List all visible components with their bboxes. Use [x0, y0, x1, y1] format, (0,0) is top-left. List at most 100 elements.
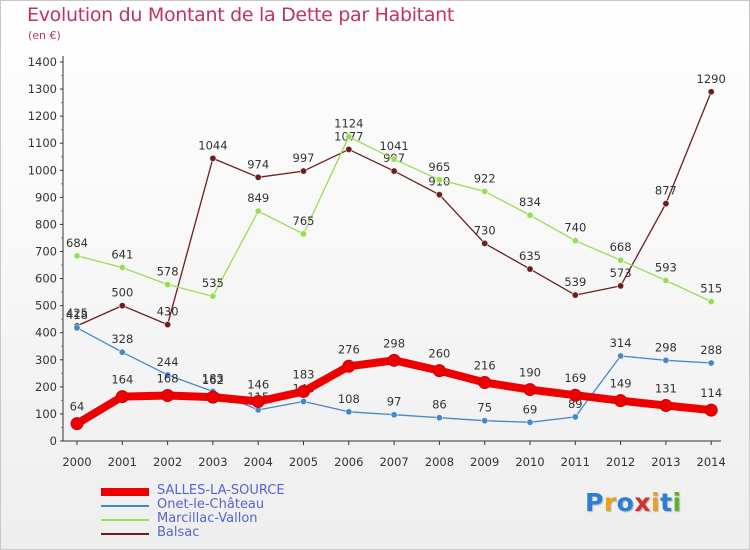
data-point	[345, 145, 353, 154]
series-line-balsac	[76, 91, 712, 327]
x-tick-label: 2002	[153, 455, 182, 469]
data-label: 298	[383, 336, 405, 350]
x-tick-label: 2001	[108, 455, 137, 469]
data-point	[390, 155, 398, 163]
data-point	[662, 356, 670, 364]
data-point	[481, 187, 489, 196]
legend-label-onet: Onet-le-Château	[157, 497, 265, 512]
logo-letter: i	[672, 488, 682, 517]
legend-label-salles: SALLES-LA-SOURCE	[157, 483, 285, 498]
data-label: 183	[202, 371, 224, 385]
data-label: 430	[157, 305, 179, 319]
data-point	[571, 291, 579, 299]
data-point	[616, 282, 625, 290]
y-tick-label: 1000	[28, 163, 57, 177]
data-label: 578	[157, 265, 179, 279]
data-point	[73, 252, 81, 260]
x-tick-label: 2000	[62, 455, 91, 469]
data-label: 539	[564, 275, 586, 289]
data-point	[164, 371, 172, 379]
data-label: 162	[202, 373, 224, 387]
x-tick-label: 2004	[244, 455, 273, 469]
x-tick-label: 2003	[198, 455, 227, 469]
data-label: 183	[293, 367, 315, 381]
data-point	[251, 394, 265, 408]
data-label: 131	[655, 382, 677, 396]
data-point	[659, 399, 673, 413]
data-label: 328	[111, 332, 133, 346]
legend-swatch-salles	[101, 488, 149, 496]
logo-letter: t	[660, 488, 673, 517]
legend-label-balsac: Balsac	[157, 525, 200, 540]
x-tick-label: 2008	[425, 455, 454, 469]
data-label: 260	[428, 347, 450, 361]
x-tick-label: 2011	[561, 455, 590, 469]
data-label: 641	[111, 247, 133, 261]
data-point	[387, 353, 401, 367]
data-point	[704, 403, 718, 417]
data-label: 1124	[334, 117, 363, 131]
data-label: 1044	[198, 138, 227, 152]
x-tick-label: 2006	[334, 455, 363, 469]
data-point	[435, 176, 443, 184]
legend-swatch-balsac	[101, 533, 149, 535]
data-point	[478, 376, 492, 390]
data-point	[616, 352, 625, 360]
data-label: 515	[700, 282, 722, 296]
data-point	[254, 173, 262, 181]
data-point	[342, 359, 356, 373]
proxiti-logo: Proxiti	[585, 488, 682, 517]
data-label: 849	[247, 191, 269, 205]
data-point	[614, 394, 628, 408]
data-label: 288	[700, 343, 722, 357]
y-tick-label: 0	[50, 434, 57, 448]
data-label: 635	[519, 249, 541, 263]
y-tick-label: 300	[35, 353, 57, 367]
x-tick-label: 2007	[379, 455, 408, 469]
data-label: 668	[610, 240, 632, 254]
y-tick-label: 800	[35, 217, 57, 231]
data-point	[435, 191, 443, 199]
data-point	[707, 297, 715, 306]
data-label: 149	[610, 377, 632, 391]
y-tick-label: 200	[35, 380, 57, 394]
data-point	[164, 280, 172, 289]
data-point	[481, 417, 489, 425]
x-tick-label: 2005	[289, 455, 318, 469]
data-point	[571, 413, 579, 421]
data-label: 425	[66, 306, 88, 320]
data-label: 974	[247, 157, 269, 171]
data-label: 298	[655, 340, 677, 354]
data-label: 1041	[379, 139, 408, 153]
data-point	[662, 276, 670, 285]
data-point	[209, 154, 217, 162]
y-tick-label: 1200	[28, 109, 57, 123]
logo-letter: o	[616, 488, 635, 517]
data-label: 190	[519, 366, 541, 380]
data-point	[432, 364, 446, 378]
logo-letter: r	[603, 488, 617, 517]
y-tick-label: 1100	[28, 136, 57, 150]
data-label: 877	[655, 184, 677, 198]
data-point	[571, 237, 579, 245]
data-label: 997	[293, 151, 315, 165]
x-tick-label: 2010	[515, 455, 544, 469]
y-tick-label: 400	[35, 326, 57, 340]
data-label: 922	[474, 171, 496, 185]
data-point	[297, 384, 310, 398]
x-tick-label: 2014	[697, 455, 726, 469]
data-point	[481, 239, 489, 247]
data-label: 69	[523, 402, 538, 416]
y-tick-label: 1400	[28, 55, 57, 69]
data-label: 535	[202, 276, 224, 290]
data-label: 730	[474, 223, 496, 237]
y-tick-label: 100	[35, 407, 57, 421]
data-label: 500	[111, 286, 133, 300]
data-point	[70, 417, 84, 431]
data-label: 244	[157, 355, 179, 369]
data-point	[118, 348, 126, 356]
y-tick-label: 500	[35, 299, 57, 313]
data-point	[390, 411, 398, 419]
data-label: 168	[157, 372, 179, 386]
